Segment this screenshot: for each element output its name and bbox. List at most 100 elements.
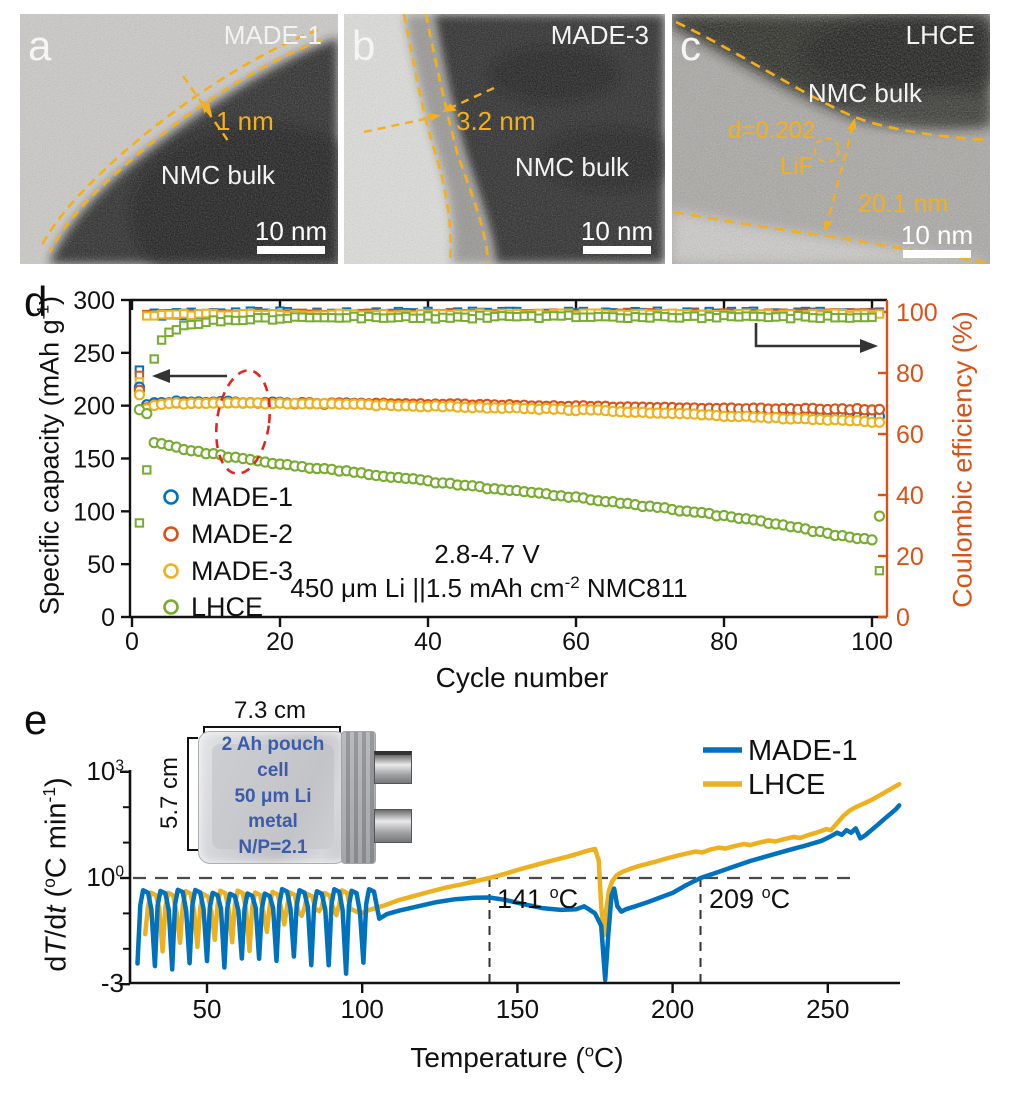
d-xtick-label: 80 <box>710 628 738 656</box>
tem-c-scalebar <box>903 250 971 258</box>
tem-b-bulk-label: NMC bulk <box>515 152 630 182</box>
tem-b-scalebar <box>583 246 651 254</box>
tem-a-sei-outline-outer <box>40 28 319 246</box>
panel-e-letter: e <box>24 696 48 743</box>
pouch-line-capacity: 2 Ah pouch cell <box>221 734 325 782</box>
d-xtick-label: 20 <box>266 628 294 656</box>
legend-marker-made2 <box>163 526 179 542</box>
panel-b-letter: b <box>352 22 375 69</box>
d-ytick-right-label: 20 <box>896 543 924 571</box>
pouch-cell-text: 2 Ah pouch cell 50 μm Li metal N/P=2.1 <box>212 734 334 858</box>
tem-b-scalebar-label: 10 nm <box>581 216 653 246</box>
tem-a-bulk-label: NMC bulk <box>161 160 276 190</box>
tem-c-measure-arrow-down-icon <box>823 220 834 232</box>
tem-c-upper-boundary <box>675 20 989 142</box>
legend-label-made2: MADE-2 <box>191 519 293 549</box>
tem-panel-made1: a MADE-1 1 nm NMC bulk 10 nm <box>20 14 338 264</box>
panel-c-letter: c <box>680 22 701 69</box>
d-highlight-ellipse <box>214 369 272 475</box>
d-ytick-right-label: 0 <box>896 604 910 632</box>
tem-c-measure-line <box>825 125 855 225</box>
pouch-tab-top <box>374 751 412 784</box>
d-ytick-right-label: 100 <box>896 299 938 327</box>
tem-c-measure-arrow-up-icon <box>846 118 857 130</box>
legend-label-made3: MADE-3 <box>191 556 293 586</box>
e-ytick-1em3: -3 <box>100 968 124 998</box>
tem-b-measure-arrow-right-icon <box>426 113 441 122</box>
e-xtick-label: 50 <box>193 994 222 1024</box>
d-ytick-right-label: 60 <box>896 421 924 449</box>
d-ytick-left-label: 0 <box>101 604 115 632</box>
tem-c-dspacing-label: d=0.202 <box>728 117 815 144</box>
cycling-performance-chart: 0 20 40 60 80 1000501001502002503000204060801… <box>73 287 937 656</box>
tem-c-thickness-label: 20.1 nm <box>858 190 948 218</box>
e-xtick-label: 100 <box>341 994 384 1024</box>
e-data-curves <box>135 781 902 983</box>
legend-marker-lhce <box>163 599 179 615</box>
d-legend: MADE-1 MADE-2 MADE-3 LHCE <box>163 482 293 622</box>
e-tick-marks: 50 100 150 200 250 <box>120 770 849 1024</box>
pouch-line-np: N/P=2.1 <box>238 836 308 858</box>
e-event-label-141: 141 oC <box>497 884 579 914</box>
tem-a-scalebar <box>257 246 325 254</box>
legend-label-made1: MADE-1 <box>748 735 858 767</box>
legend-label-made1: MADE-1 <box>191 482 293 512</box>
tem-c-lower-boundary <box>673 210 989 264</box>
d-right-axis-arrow <box>754 323 878 353</box>
tem-b-measure-line-left <box>363 115 435 134</box>
thermal-runaway-chart: 50 100 150 200 250 MADE-1 LHCE <box>120 735 902 1024</box>
d-left-axis-arrow <box>152 369 227 383</box>
tem-a-thickness-label: 1 nm <box>216 106 274 136</box>
tem-a-grain <box>20 14 338 264</box>
d-ytick-left-label: 250 <box>73 340 115 368</box>
d-xtick-label: 60 <box>562 628 590 656</box>
legend-marker-made3 <box>163 563 179 579</box>
e-xtick-label: 200 <box>651 994 694 1024</box>
inset-width-label: 7.3 cm <box>233 697 307 724</box>
tem-c-sample-label: LHCE <box>906 20 975 50</box>
d-ytick-left-label: 100 <box>73 498 115 526</box>
d-right-axis-title: Coulombic efficiency (%) <box>947 311 978 608</box>
d-xtick-label: 0 <box>125 628 139 656</box>
e-curve-MADE-1 <box>135 803 902 983</box>
d-voltage-annotation: 2.8-4.7 V <box>434 539 540 569</box>
e-event-label-209: 209 oC <box>709 884 791 914</box>
d-ytick-right-label: 80 <box>896 360 924 388</box>
d-ytick-left-label: 300 <box>73 287 115 315</box>
d-xtick-label: 40 <box>414 628 442 656</box>
tem-b-sei-outline-right <box>424 14 490 264</box>
tem-panel-lhce: c LHCE NMC bulk d=0.202 LiF 20.1 nm 10 n… <box>672 14 990 264</box>
panel-a-letter: a <box>28 22 52 69</box>
tem-c-scalebar-label: 10 nm <box>901 220 973 250</box>
d-ytick-left-label: 200 <box>73 393 115 421</box>
d-tick-marks: 0 20 40 60 80 1000501001502002503000204060801… <box>73 287 937 656</box>
d-xtick-label: 100 <box>851 628 893 656</box>
e-ytick-1e3: 103 <box>86 756 124 786</box>
d-data-markers <box>133 306 886 576</box>
d-x-axis-title: Cycle number <box>435 662 609 693</box>
d-ytick-right-label: 40 <box>896 482 924 510</box>
tem-b-measure-line-right <box>447 86 495 111</box>
panel-d-letter: d <box>24 278 48 325</box>
legend-label-lhce: LHCE <box>748 769 825 801</box>
pouch-line-anode: 50 μm Li metal <box>234 785 312 833</box>
e-xtick-label: 150 <box>496 994 539 1024</box>
tem-b-thickness-label: 3.2 nm <box>456 106 536 136</box>
tem-b-sei-outline-left <box>402 14 452 264</box>
legend-label-lhce: LHCE <box>191 592 263 622</box>
d-cell-annotation: 450 μm Li ||1.5 mAh cm-2 NMC811 <box>290 573 687 603</box>
e-x-axis-title: Temperature (oC) <box>410 1041 624 1073</box>
tem-b-sample-label: MADE-3 <box>551 20 649 50</box>
e-legend: MADE-1 LHCE <box>703 735 858 801</box>
e-axes <box>128 770 900 985</box>
e-ytick-1e0: 100 <box>86 862 124 892</box>
tem-c-lif-circle <box>814 137 840 163</box>
inset-height-label: 5.7 cm <box>156 756 183 830</box>
tem-b-grain <box>344 14 665 264</box>
legend-marker-made1 <box>163 489 179 505</box>
d-ytick-left-label: 50 <box>87 551 115 579</box>
d-ytick-left-label: 150 <box>73 445 115 473</box>
tem-c-bulk-label: NMC bulk <box>808 78 923 108</box>
tem-a-sample-label: MADE-1 <box>224 20 322 50</box>
